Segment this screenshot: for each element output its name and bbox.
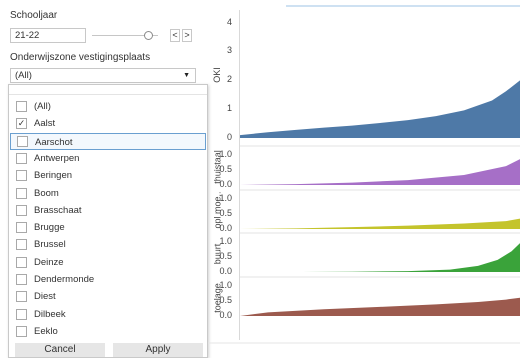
option-label: Eeklo xyxy=(34,325,58,337)
y-tick-label: 0 xyxy=(226,132,232,142)
checkbox[interactable] xyxy=(16,170,27,182)
checkbox[interactable] xyxy=(16,101,27,112)
option-item[interactable]: Dilbeek xyxy=(10,306,206,323)
series-area-oplmoe xyxy=(240,218,520,229)
zone-options-popup: (All) ✓ Aalst Aarschot Antwerpen Beringen Boom… xyxy=(8,84,208,358)
series-area-toelage xyxy=(240,297,520,316)
option-label: Aarschot xyxy=(35,136,73,148)
option-label: Brugge xyxy=(34,222,65,234)
checkbox[interactable] xyxy=(17,135,28,147)
apply-button[interactable]: Apply xyxy=(113,343,203,357)
y-tick-label: 1 xyxy=(226,103,232,114)
option-label: Dendermonde xyxy=(34,274,95,285)
checkbox[interactable] xyxy=(16,256,27,268)
y-tick-label: 0.0 xyxy=(219,266,232,276)
filter-panel: Schooljaar 21-22 < > Onderwijszone vesti… xyxy=(0,0,208,358)
y-tick-label: 0.0 xyxy=(219,310,232,320)
zone-filter-title: Onderwijszone vestigingsplaats xyxy=(10,52,151,63)
dropdown-arrow-icon: ▼ xyxy=(183,72,190,79)
option-label: Aalst xyxy=(34,118,56,130)
y-tick-label: 3 xyxy=(226,45,232,56)
chart-area: 0 1 2 3 4 OKI 0.0 0.5 1.0 thuistaal 0.0 0.5 1.0 opl m… xyxy=(208,0,520,358)
y-tick-label: 1.0 xyxy=(219,235,232,246)
y-tick-label: 0.0 xyxy=(219,179,232,189)
option-item[interactable]: Brugge xyxy=(10,219,206,236)
y-tick-label: 1.0 xyxy=(219,192,232,203)
y-tick-label: 1.0 xyxy=(219,279,232,290)
y-tick-label: 0.5 xyxy=(219,163,232,174)
checkbox[interactable] xyxy=(16,291,27,303)
series-area-thuistaal xyxy=(240,159,520,185)
option-item[interactable]: Deinze xyxy=(10,254,206,271)
option-label: Brasschaat xyxy=(34,204,82,216)
next-year-button[interactable]: > xyxy=(182,29,192,42)
series-area-oki xyxy=(240,80,520,138)
option-search-field[interactable] xyxy=(9,85,207,95)
y-axis-title: toelage xyxy=(212,282,222,313)
checkbox[interactable] xyxy=(16,204,27,216)
option-item[interactable]: Brussel xyxy=(10,236,206,253)
y-tick-label: 0.5 xyxy=(219,294,232,305)
checkbox[interactable] xyxy=(16,222,27,234)
y-tick-label: 4 xyxy=(226,16,232,27)
option-item[interactable]: (All) xyxy=(10,98,206,115)
option-item[interactable]: Antwerpen xyxy=(10,150,206,167)
schoolyear-slider-thumb[interactable] xyxy=(144,31,153,40)
y-tick-label: 2 xyxy=(226,74,232,85)
option-label: Boom xyxy=(34,187,59,199)
option-item[interactable]: Dendermonde xyxy=(10,271,206,288)
option-item[interactable]: Beringen xyxy=(10,167,206,184)
option-item[interactable]: Diest xyxy=(10,288,206,305)
checkbox[interactable] xyxy=(16,274,27,285)
y-axis-title: buurt xyxy=(212,243,222,264)
y-axis-title: OKI xyxy=(212,67,222,83)
option-label: (All) xyxy=(34,101,51,112)
schoolyear-title: Schooljaar xyxy=(10,10,58,21)
option-item[interactable]: Aarschot xyxy=(10,132,206,150)
popup-actions: Cancel Apply xyxy=(9,343,207,357)
option-label: Deinze xyxy=(34,256,64,268)
checkbox[interactable]: ✓ xyxy=(16,118,27,130)
y-tick-label: 0.5 xyxy=(219,207,232,218)
y-axis-title: opl moe.. xyxy=(212,190,222,228)
y-tick-label: 0.0 xyxy=(219,223,232,233)
cancel-button[interactable]: Cancel xyxy=(15,343,105,357)
zone-dropdown[interactable]: (All) ▼ xyxy=(10,68,196,83)
checkbox[interactable] xyxy=(16,152,27,164)
option-label: Diest xyxy=(34,291,56,303)
option-label: Brussel xyxy=(34,239,66,251)
zone-dropdown-value: (All) xyxy=(15,70,32,81)
checkbox[interactable] xyxy=(16,308,27,320)
checkbox[interactable] xyxy=(16,325,27,337)
schoolyear-value[interactable]: 21-22 xyxy=(10,28,86,43)
y-axis-title: thuistaal xyxy=(212,149,222,184)
checkbox[interactable] xyxy=(16,239,27,251)
option-item[interactable]: Eeklo xyxy=(10,323,206,340)
chart-canvas xyxy=(208,5,520,344)
previous-year-button[interactable]: < xyxy=(170,29,180,42)
schoolyear-slider[interactable] xyxy=(92,35,158,36)
series-area-buurt xyxy=(301,243,520,272)
option-label: Beringen xyxy=(34,170,73,182)
option-label: Dilbeek xyxy=(34,308,66,320)
y-tick-label: 0.5 xyxy=(219,250,232,261)
option-label: Antwerpen xyxy=(34,152,80,164)
option-item[interactable]: Brasschaat xyxy=(10,202,206,219)
option-item[interactable]: ✓ Aalst xyxy=(10,115,206,132)
option-item[interactable]: Boom xyxy=(10,185,206,202)
checkbox[interactable] xyxy=(16,187,27,199)
y-tick-label: 1.0 xyxy=(219,148,232,159)
